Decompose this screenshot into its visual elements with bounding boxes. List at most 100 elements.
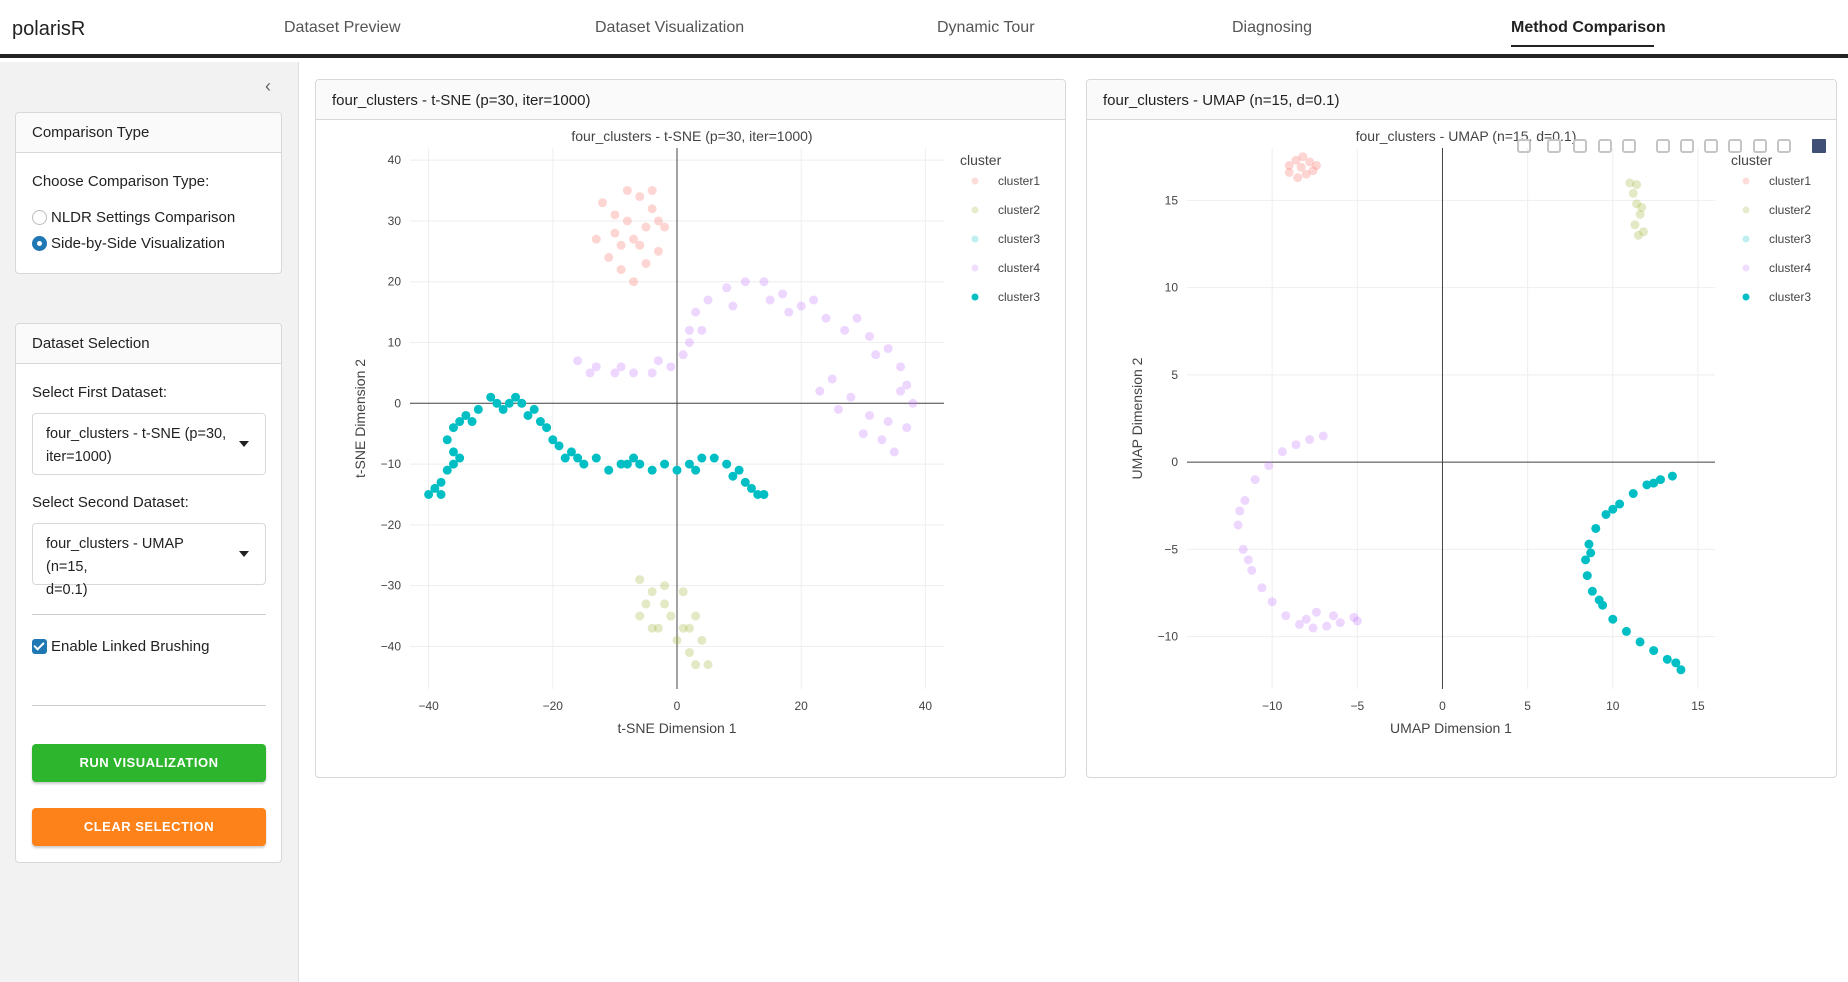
data-point-cluster3	[1582, 571, 1592, 581]
data-point-cluster3	[1621, 626, 1631, 636]
data-point-cluster3	[728, 471, 738, 481]
x-tick-label: 40	[919, 699, 933, 713]
data-point-cluster1	[1293, 173, 1303, 183]
data-point-cluster4	[765, 295, 775, 305]
modebar-glyph	[1777, 139, 1791, 153]
data-point-cluster3	[622, 459, 632, 469]
run-visualization-button[interactable]: RUN VISUALIZATION	[32, 744, 266, 782]
chevron-down-icon	[239, 441, 249, 447]
plotly-logo-icon[interactable]	[1812, 139, 1826, 153]
data-point-cluster4	[1257, 583, 1267, 593]
data-point-cluster4	[1233, 520, 1243, 530]
tab-dynamic-tour[interactable]: Dynamic Tour	[937, 19, 1035, 36]
data-point-cluster4	[573, 356, 583, 366]
umap-scatter-plot[interactable]: −10 −5 0 5 10 15 −10 −5 0 5 10 15 four_clusters - UM…	[1087, 121, 1836, 777]
data-point-cluster2	[647, 623, 657, 633]
radio-side-by-side[interactable]: Side-by-Side Visualization	[32, 235, 225, 252]
box-select-icon[interactable]	[1598, 139, 1612, 153]
spike-icon[interactable]	[1753, 139, 1767, 153]
modebar-glyph	[1622, 139, 1636, 153]
y-tick-label: −10	[1158, 630, 1179, 644]
modebar-glyph	[1517, 139, 1531, 153]
data-point-cluster3	[1581, 555, 1591, 565]
data-point-cluster1	[629, 234, 639, 244]
linked-brushing-checkbox[interactable]: Enable Linked Brushing	[32, 638, 209, 655]
y-tick-label: 10	[1165, 281, 1179, 295]
radio-nldr-settings[interactable]: NLDR Settings Comparison	[32, 209, 235, 226]
data-point-cluster1	[610, 228, 620, 238]
autoscale-icon[interactable]	[1704, 139, 1718, 153]
legend-marker	[1742, 235, 1750, 243]
data-point-cluster3	[424, 489, 434, 499]
y-axis-label: UMAP Dimension 2	[1129, 357, 1145, 479]
data-point-cluster4	[796, 301, 806, 311]
pan-icon[interactable]	[1573, 139, 1587, 153]
data-point-cluster1	[1301, 169, 1311, 179]
zoom-icon[interactable]	[1547, 139, 1561, 153]
x-tick-label: −5	[1350, 699, 1364, 713]
dataset-selection-card: Dataset Selection Select First Dataset: …	[15, 323, 282, 863]
data-point-cluster3	[672, 465, 682, 475]
second-dataset-select[interactable]: four_clusters - UMAP (n=15, d=0.1)	[32, 523, 266, 598]
lasso-icon[interactable]	[1622, 139, 1636, 153]
data-point-cluster1	[641, 222, 651, 232]
data-point-cluster3	[647, 465, 657, 475]
tab-diagnosing[interactable]: Diagnosing	[1232, 19, 1313, 36]
legend-marker	[1742, 206, 1750, 214]
data-point-cluster2	[684, 648, 694, 658]
data-point-cluster2	[647, 587, 657, 597]
legend-marker	[971, 264, 979, 272]
data-point-cluster3	[542, 423, 552, 433]
data-point-cluster1	[1296, 162, 1306, 172]
data-point-cluster2	[1633, 230, 1643, 240]
data-point-cluster4	[1349, 612, 1359, 622]
data-point-cluster4	[902, 380, 912, 390]
legend-entry: cluster2	[998, 203, 1040, 217]
legend-entry: cluster1	[1769, 174, 1811, 188]
zoom-out-icon[interactable]	[1680, 139, 1694, 153]
data-point-cluster3	[1649, 478, 1659, 488]
data-point-cluster1	[635, 192, 645, 202]
zoom-in-icon[interactable]	[1656, 139, 1670, 153]
tab-dataset-preview[interactable]: Dataset Preview	[284, 19, 401, 36]
data-point-cluster4	[1243, 555, 1253, 565]
y-tick-label: 0	[1171, 455, 1178, 469]
data-point-cluster3	[461, 410, 471, 420]
data-point-cluster4	[678, 350, 688, 360]
dataset-selection-title: Dataset Selection	[16, 324, 281, 364]
clear-selection-button[interactable]: CLEAR SELECTION	[32, 808, 266, 846]
data-point-cluster4	[1240, 496, 1250, 506]
data-point-cluster3	[455, 453, 465, 463]
camera-icon[interactable]	[1517, 139, 1531, 153]
data-point-cluster1	[622, 216, 632, 226]
data-point-cluster4	[1277, 447, 1287, 457]
data-point-cluster4	[864, 331, 874, 341]
tsne-scatter-plot[interactable]: −40 −20 0 20 40 −40 −30 −20 −10 0 10 20 30 40 four_clu…	[316, 121, 1065, 777]
data-point-cluster3	[517, 398, 527, 408]
data-point-cluster3	[566, 447, 576, 457]
data-point-cluster4	[1352, 616, 1362, 626]
data-point-cluster3	[753, 489, 763, 499]
legend-marker	[971, 235, 979, 243]
data-point-cluster2	[666, 611, 676, 621]
x-axis-label: t-SNE Dimension 1	[617, 720, 736, 736]
first-dataset-select[interactable]: four_clusters - t-SNE (p=30, iter=1000)	[32, 413, 266, 475]
collapse-sidebar-icon[interactable]: ‹	[265, 76, 271, 96]
data-point-cluster1	[1298, 152, 1308, 162]
y-tick-label: 30	[388, 214, 402, 228]
data-point-cluster4	[697, 325, 707, 335]
data-point-cluster4	[784, 307, 794, 317]
tab-method-comparison[interactable]: Method Comparison	[1511, 19, 1666, 36]
tsne-panel-title: four_clusters - t-SNE (p=30, iter=1000)	[316, 80, 1065, 120]
home-icon[interactable]	[1728, 139, 1742, 153]
data-point-cluster3	[616, 459, 626, 469]
y-tick-label: 40	[388, 153, 402, 167]
top-navbar: polarisR Dataset Preview Dataset Visuali…	[0, 0, 1848, 58]
data-point-cluster2	[703, 660, 713, 670]
data-point-cluster4	[1238, 544, 1248, 554]
radio-checked-icon	[32, 236, 47, 251]
x-tick-label: 0	[1439, 699, 1446, 713]
compare-icon[interactable]	[1777, 139, 1791, 153]
tab-dataset-visualization[interactable]: Dataset Visualization	[595, 19, 745, 36]
data-point-cluster3	[1584, 539, 1594, 549]
